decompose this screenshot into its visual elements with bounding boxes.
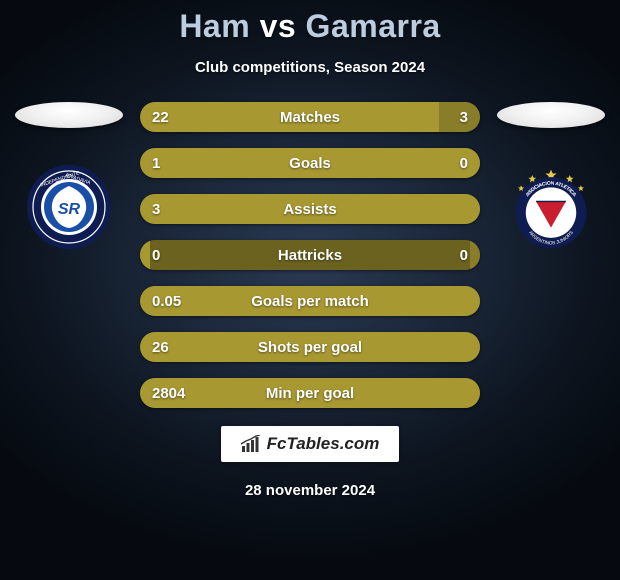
stat-row: Shots per goal26 — [140, 332, 480, 362]
brand-chart-icon — [241, 435, 261, 453]
subtitle: Club competitions, Season 2024 — [195, 59, 425, 76]
stat-value-left: 1 — [152, 148, 160, 178]
stat-label: Goals per match — [140, 286, 480, 316]
stat-row: Assists3 — [140, 194, 480, 224]
left-side: SR INDEPENDIENTE RIVADAVIA — [14, 102, 124, 250]
stat-value-right: 0 — [460, 148, 468, 178]
stat-value-left: 22 — [152, 102, 169, 132]
stat-label: Goals — [140, 148, 480, 178]
badge-right-icon: ASOCIACION ATLETICA ASOCIACION ATLETICA … — [508, 161, 594, 253]
stat-value-left: 0 — [152, 240, 160, 270]
vs-text: vs — [260, 8, 297, 44]
comparison-body: SR INDEPENDIENTE RIVADAVIA Matches22 3 Goa… — [0, 102, 620, 408]
right-side: ASOCIACION ATLETICA ASOCIACION ATLETICA … — [496, 102, 606, 250]
stat-label: Matches — [140, 102, 480, 132]
brand-text: FcTables.com — [267, 434, 380, 454]
player2-name: Gamarra — [306, 8, 441, 44]
stat-value-left: 26 — [152, 332, 169, 362]
svg-text:SR: SR — [58, 201, 81, 218]
date-text: 28 november 2024 — [245, 482, 375, 499]
stat-label: Shots per goal — [140, 332, 480, 362]
disc-left — [15, 102, 123, 128]
brand-badge: FcTables.com — [221, 426, 400, 462]
team-badge-right: ASOCIACION ATLETICA ASOCIACION ATLETICA … — [508, 164, 594, 250]
team-badge-left: SR INDEPENDIENTE RIVADAVIA — [26, 164, 112, 250]
stat-label: Assists — [140, 194, 480, 224]
player1-name: Ham — [179, 8, 250, 44]
stat-label: Hattricks — [140, 240, 480, 270]
stat-row: Min per goal2804 — [140, 378, 480, 408]
stat-row: Matches22 3 — [140, 102, 480, 132]
disc-right — [497, 102, 605, 128]
stat-value-left: 0.05 — [152, 286, 181, 316]
badge-left-icon: SR INDEPENDIENTE RIVADAVIA — [26, 164, 112, 250]
stat-row: Goals per match0.05 — [140, 286, 480, 316]
stat-value-left: 3 — [152, 194, 160, 224]
stat-value-right: 0 — [460, 240, 468, 270]
stat-value-right: 3 — [460, 102, 468, 132]
stat-row: Goals1 0 — [140, 148, 480, 178]
stat-label: Min per goal — [140, 378, 480, 408]
stat-bars: Matches223Goals10Assists3Hattricks00Goal… — [140, 102, 480, 408]
comparison-title: Ham vs Gamarra — [179, 8, 440, 45]
stat-row: Hattricks0 0 — [140, 240, 480, 270]
stat-value-left: 2804 — [152, 378, 185, 408]
